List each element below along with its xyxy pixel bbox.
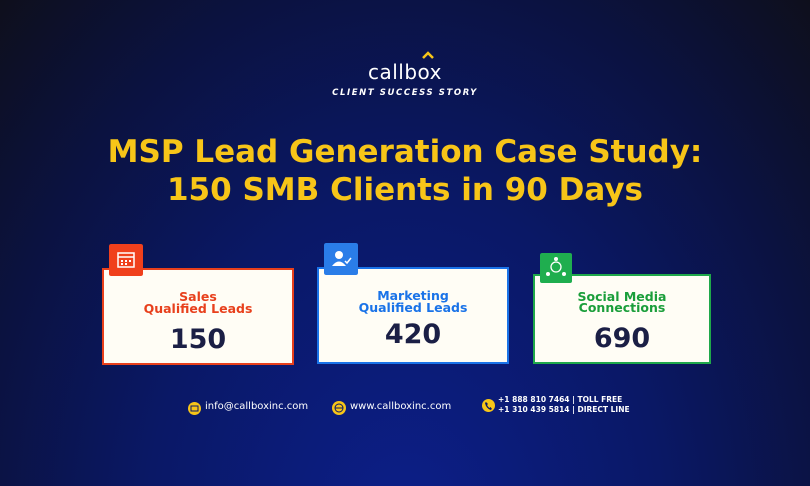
card-value: 150 — [169, 324, 227, 355]
website: www.callboxinc.com — [350, 401, 452, 412]
card-value: 690 — [593, 323, 651, 354]
email-icon — [188, 402, 201, 415]
card-label: Sales — [179, 289, 217, 304]
stat-card: Social Media Connections 690 — [533, 274, 711, 364]
phone: +1 888 810 7464 | TOLL FREE — [498, 395, 623, 404]
stat-card: Sales Qualified Leads 150 — [102, 268, 294, 365]
card-value: 420 — [384, 319, 442, 350]
logo: callbox — [367, 60, 443, 84]
user-check-icon — [324, 243, 358, 275]
card-label: Qualified Leads — [358, 300, 468, 315]
phone-icon — [482, 399, 495, 412]
network-icon — [540, 253, 572, 283]
card-label: Connections — [578, 300, 666, 315]
stat-card: Marketing Qualified Leads 420 — [317, 267, 509, 364]
email: info@callboxinc.com — [205, 401, 309, 412]
card-label: Social Media — [577, 289, 667, 304]
card-label: Marketing — [377, 288, 449, 303]
logo-caret — [422, 51, 434, 59]
tagline: CLIENT SUCCESS STORY — [332, 88, 478, 98]
phone: +1 310 439 5814 | DIRECT LINE — [498, 405, 630, 414]
card-label: Qualified Leads — [143, 301, 253, 316]
title-line: MSP Lead Generation Case Study: — [107, 134, 703, 170]
title-line: 150 SMB Clients in 90 Days — [166, 172, 644, 208]
web-icon — [332, 401, 346, 415]
calendar-icon — [109, 244, 143, 276]
